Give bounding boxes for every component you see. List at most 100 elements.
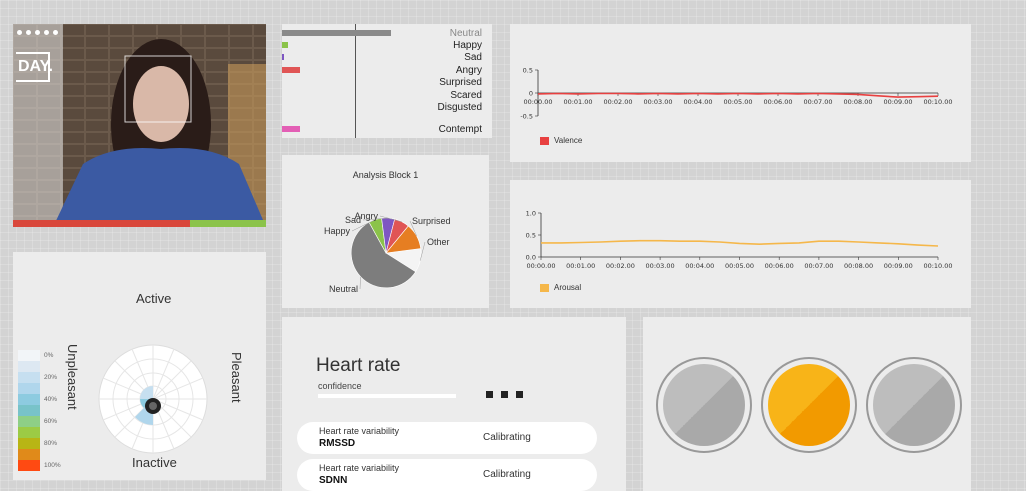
webcam-feed: DAY. — [13, 24, 266, 227]
scale-swatch — [18, 438, 40, 449]
arousal-series-line — [541, 239, 939, 247]
valence-xtick-label: 00:07.00 — [803, 98, 832, 106]
pie-title: Analysis Block 1 — [352, 170, 419, 180]
valence-legend-swatch — [540, 136, 549, 145]
scale-swatch — [18, 449, 40, 460]
hrv-sdnn-title: Heart rate variability — [319, 463, 400, 473]
arousal-legend: Arousal — [540, 283, 581, 292]
emotion-bars-panel: Neutral Happy Sad Angry Surprised Scared Disgu… — [282, 24, 492, 138]
hrv-sdnn-row: Heart rate variability SDNN Calibrating — [297, 459, 597, 491]
valence-xtick-label: 00:00.00 — [523, 98, 552, 106]
arousal-xtick-label: 00:00.00 — [526, 262, 555, 270]
hrv-sdnn-metric: SDNN — [319, 475, 348, 486]
gauge-1-fill — [663, 364, 745, 446]
brand-logo: DAY. — [16, 52, 53, 82]
pie-label-sad: Sad — [345, 215, 361, 225]
arousal-xtick-label: 00:07.00 — [804, 262, 833, 270]
scale-label: 60% — [44, 418, 58, 425]
valence-xtick-label: 00:03.00 — [643, 98, 672, 106]
emotion-label-angry: Angry — [455, 65, 482, 76]
scale-label: 0% — [44, 352, 54, 359]
scale-swatch — [18, 460, 40, 471]
valence-legend: Valence — [540, 136, 582, 145]
scale-label: 80% — [44, 440, 58, 447]
hrv-sdnn-status: Calibrating — [483, 469, 531, 480]
valence-xtick-label: 00:08.00 — [843, 98, 872, 106]
arousal-legend-label: Arousal — [554, 283, 582, 292]
webcam-image — [13, 24, 266, 227]
scale-swatch — [18, 361, 40, 372]
emotion-label-sad: Sad — [464, 52, 482, 63]
pleasant-label: Pleasant — [229, 352, 244, 403]
arousal-xtick-label: 00:03.00 — [646, 262, 675, 270]
gauges-panel — [643, 317, 971, 491]
window-dots — [17, 30, 58, 35]
valence-xtick-label: 00:10.00 — [923, 98, 952, 106]
loading-indicator — [486, 391, 523, 398]
pie-leader-surprised — [409, 220, 417, 237]
emotion-status-bar — [13, 220, 266, 227]
scale-label: 40% — [44, 396, 58, 403]
hrv-rmssd-metric: RMSSD — [319, 438, 356, 449]
pie-label-neutral: Neutral — [329, 284, 358, 294]
valence-xtick-label: 00:04.00 — [683, 98, 712, 106]
pie-leader-angry — [379, 215, 402, 223]
emotion-label-scared: Scared — [450, 90, 482, 101]
confidence-bar — [318, 394, 456, 398]
emotion-bar-sad — [282, 54, 284, 60]
arousal-xtick-label: 00:04.00 — [685, 262, 714, 270]
arousal-xtick-label: 00:02.00 — [606, 262, 635, 270]
valence-xtick-label: 00:05.00 — [723, 98, 752, 106]
gauge-2-fill — [768, 364, 850, 446]
scale-swatch — [18, 405, 40, 416]
arousal-xtick-label: 00:05.00 — [725, 262, 754, 270]
scale-swatch — [18, 394, 40, 405]
unpleasant-label: Unpleasant — [65, 344, 80, 410]
scale-label: 20% — [44, 374, 58, 381]
arousal-xtick-label: 00:08.00 — [844, 262, 873, 270]
emotion-label-neutral: Neutral — [449, 28, 482, 39]
pie-label-other: Other — [427, 237, 450, 247]
pie-leader-other — [419, 241, 426, 261]
emotion-bar-angry — [282, 67, 300, 73]
valence-xtick-label: 00:09.00 — [883, 98, 912, 106]
valence-ytick-label: -0.5 — [520, 113, 533, 121]
emotion-label-surprised: Surprised — [439, 77, 482, 88]
gauge-3-fill — [873, 364, 955, 446]
circumplex-wheel — [98, 344, 208, 454]
valence-xtick-label: 00:06.00 — [763, 98, 792, 106]
valence-chart: 0.5 0 -0.5 00:00.00 00:01.00 00:02.00 00:03.00… — [510, 24, 971, 162]
arousal-xtick-label: 00:09.00 — [884, 262, 913, 270]
pie-label-angry: Angry — [354, 211, 378, 221]
pie-label-happy: Happy — [324, 226, 351, 236]
emotion-label-contempt: Contempt — [438, 124, 482, 135]
valence-legend-label: Valence — [554, 136, 583, 145]
arousal-xtick-label: 00:01.00 — [566, 262, 595, 270]
hrv-rmssd-title: Heart rate variability — [319, 426, 400, 436]
arousal-xtick-label: 00:06.00 — [765, 262, 794, 270]
emotion-label-disgusted: Disgusted — [437, 102, 482, 113]
pie-leader-sad — [362, 217, 389, 221]
active-label: Active — [136, 291, 172, 306]
analysis-pie-panel: Analysis Block 1 Other Neutral Happy Sad Ang… — [282, 155, 489, 308]
pie-leader-neutral — [359, 276, 361, 290]
inactive-label: Inactive — [132, 455, 177, 470]
scale-label: 100% — [44, 462, 61, 469]
arousal-chart: 1.0 0.5 0.0 00:00.00 00:01.00 00:02.00 00:03.0… — [510, 180, 971, 308]
scale-swatch — [18, 350, 40, 361]
hrv-rmssd-status: Calibrating — [483, 432, 531, 443]
valence-xtick-label: 00:01.00 — [563, 98, 592, 106]
scale-swatch — [18, 427, 40, 438]
affect-circumplex-panel: Active Inactive Unpleasant Pleasant 0% 20… — [13, 252, 266, 480]
scale-swatch — [18, 372, 40, 383]
heart-rate-panel: Heart rate confidence Heart rate variabi… — [282, 317, 626, 491]
hrv-rmssd-row: Heart rate variability RMSSD Calibrating — [297, 422, 597, 454]
emotion-bar-happy — [282, 42, 289, 48]
gauge-1 — [656, 357, 752, 453]
emotion-bar-contempt — [282, 126, 300, 132]
gauge-2 — [761, 357, 857, 453]
arousal-legend-swatch — [540, 283, 549, 292]
heart-rate-title: Heart rate — [316, 355, 401, 376]
emotion-axis — [355, 24, 356, 138]
pie-leader-happy — [351, 219, 376, 232]
